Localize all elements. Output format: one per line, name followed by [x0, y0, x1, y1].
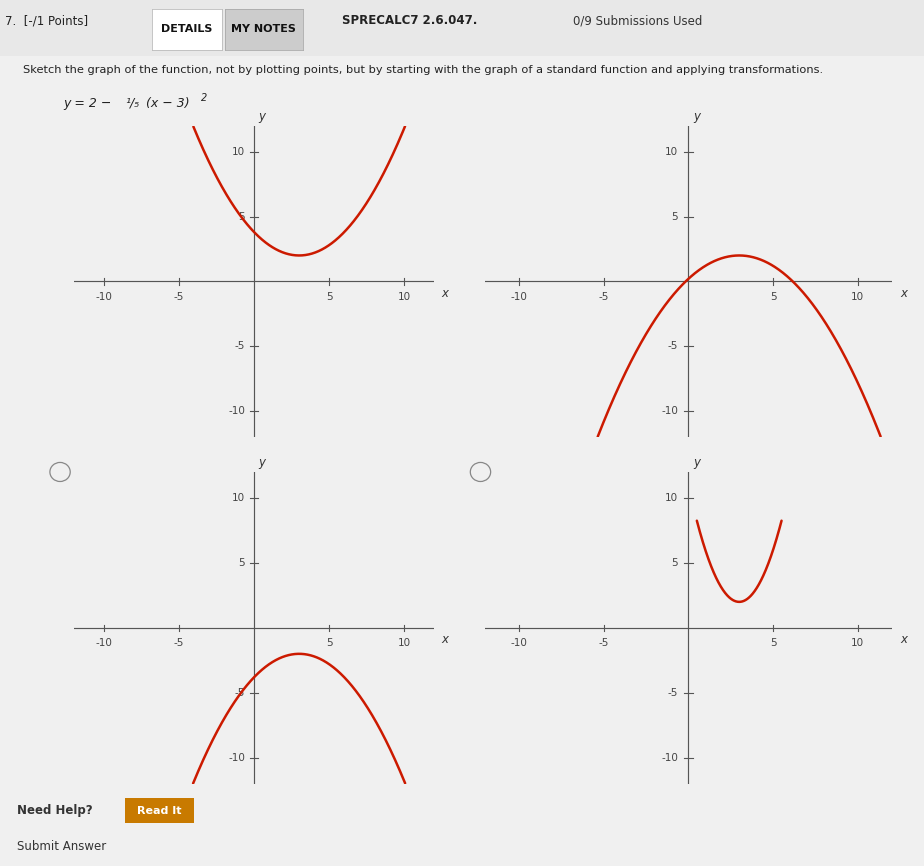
Text: 10: 10: [665, 493, 678, 503]
Text: -5: -5: [599, 292, 609, 302]
Text: x: x: [900, 633, 907, 646]
Text: -5: -5: [599, 638, 609, 649]
Text: 5: 5: [238, 211, 245, 222]
Text: y = 2 −: y = 2 −: [63, 97, 111, 110]
Text: ¹/₅: ¹/₅: [125, 97, 139, 110]
Text: -10: -10: [662, 406, 678, 417]
Text: y: y: [258, 110, 265, 123]
Text: 10: 10: [851, 638, 864, 649]
Text: -10: -10: [662, 753, 678, 763]
Text: Need Help?: Need Help?: [17, 804, 92, 817]
Text: 5: 5: [238, 558, 245, 568]
Text: 10: 10: [397, 292, 411, 302]
Text: -10: -10: [511, 638, 528, 649]
Text: -10: -10: [511, 292, 528, 302]
Text: 5: 5: [326, 292, 333, 302]
Text: -5: -5: [174, 292, 184, 302]
Text: -10: -10: [228, 406, 245, 417]
Text: DETAILS: DETAILS: [162, 24, 213, 35]
Text: 5: 5: [672, 211, 678, 222]
Text: 2: 2: [201, 93, 208, 103]
Text: Submit Answer: Submit Answer: [17, 840, 106, 853]
Text: 10: 10: [232, 146, 245, 157]
Text: -10: -10: [95, 292, 113, 302]
Text: 7.  [-/1 Points]: 7. [-/1 Points]: [5, 14, 88, 27]
Text: (x − 3): (x − 3): [146, 97, 189, 110]
Text: -5: -5: [235, 688, 245, 698]
Text: Sketch the graph of the function, not by plotting points, but by starting with t: Sketch the graph of the function, not by…: [23, 65, 823, 75]
Text: y: y: [258, 456, 265, 469]
Text: 10: 10: [397, 638, 411, 649]
Text: -10: -10: [228, 753, 245, 763]
Text: -5: -5: [235, 341, 245, 352]
Text: x: x: [442, 633, 448, 646]
Text: y: y: [693, 456, 700, 469]
Text: -5: -5: [668, 688, 678, 698]
Text: 10: 10: [851, 292, 864, 302]
Text: 0/9 Submissions Used: 0/9 Submissions Used: [573, 14, 702, 27]
Text: -5: -5: [668, 341, 678, 352]
Text: 5: 5: [326, 638, 333, 649]
Text: x: x: [900, 287, 907, 300]
Text: 5: 5: [770, 638, 776, 649]
Text: 5: 5: [672, 558, 678, 568]
Text: 10: 10: [665, 146, 678, 157]
Text: Read It: Read It: [137, 805, 182, 816]
Text: y: y: [693, 110, 700, 123]
Text: x: x: [442, 287, 448, 300]
Text: -5: -5: [174, 638, 184, 649]
Text: 10: 10: [232, 493, 245, 503]
Text: SPRECALC7 2.6.047.: SPRECALC7 2.6.047.: [342, 14, 478, 27]
Text: -10: -10: [95, 638, 113, 649]
Text: MY NOTES: MY NOTES: [231, 24, 297, 35]
Text: 5: 5: [770, 292, 776, 302]
